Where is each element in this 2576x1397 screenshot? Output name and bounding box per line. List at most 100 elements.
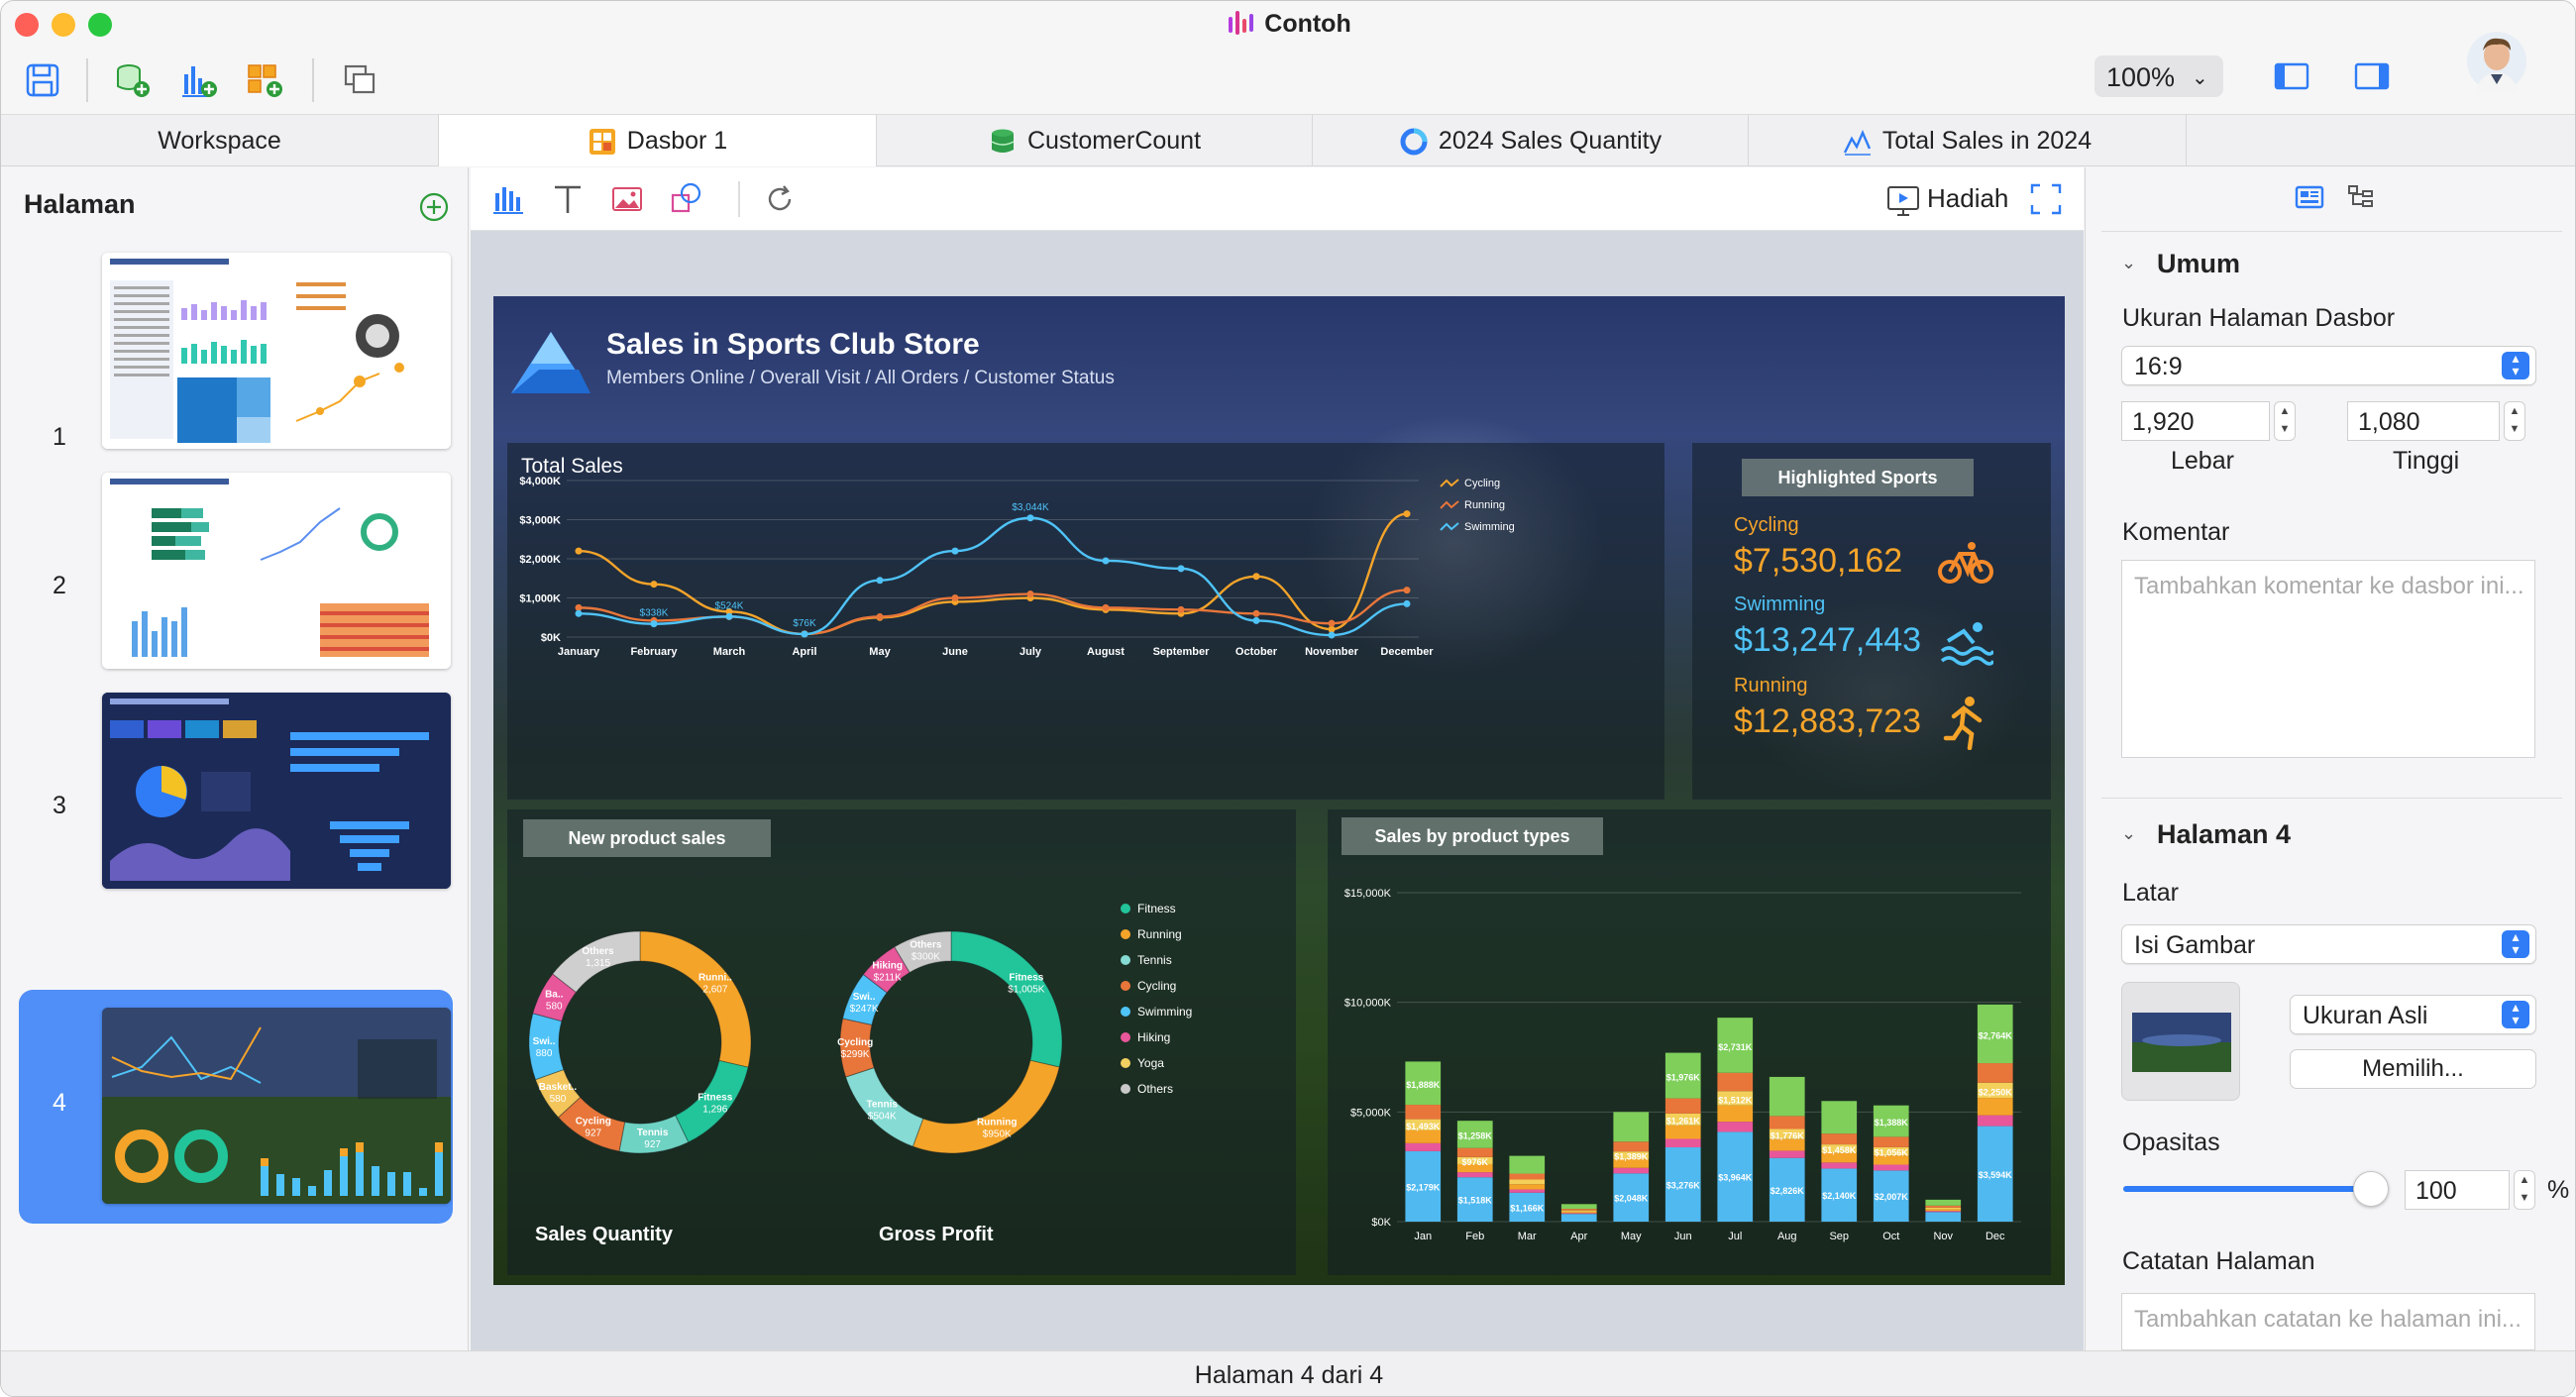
data-point: [575, 603, 583, 611]
x-tick-label: Apr: [1570, 1231, 1587, 1242]
bar-segment: [1821, 1152, 1858, 1163]
insert-shape-icon[interactable]: [669, 181, 704, 217]
tab-customercount[interactable]: CustomerCount: [877, 115, 1313, 166]
legend-swatch: [1121, 981, 1130, 991]
maximize-window-button[interactable]: [88, 13, 112, 37]
dashboard-title: Sales in Sports Club Store: [606, 328, 980, 361]
data-point: [1252, 616, 1260, 624]
save-icon[interactable]: [23, 60, 62, 100]
insert-text-icon[interactable]: [550, 181, 586, 217]
x-tick-label: September: [1153, 646, 1211, 658]
page-size-select[interactable]: 16:9 ▴ ▾: [2121, 346, 2536, 385]
background-select[interactable]: Isi Gambar ▴ ▾: [2121, 924, 2536, 964]
page-number: 1: [53, 423, 66, 451]
chart-title: Total Sales: [521, 455, 623, 478]
dashboard-page[interactable]: Sales in Sports Club Store Members Onlin…: [493, 296, 2065, 1285]
stadium-image: [2132, 1013, 2231, 1072]
slice-label: Tennis: [867, 1099, 899, 1110]
minimize-window-button[interactable]: [52, 13, 75, 37]
close-window-button[interactable]: [15, 13, 39, 37]
present-label[interactable]: Hadiah: [1927, 183, 2009, 213]
donut-icon: [1400, 128, 1428, 156]
bar-segment: [1560, 1204, 1597, 1210]
bar-segment: [1456, 1163, 1493, 1173]
fullscreen-icon[interactable]: [2028, 181, 2064, 217]
x-tick-label: July: [1020, 646, 1042, 658]
bar-segment: [1717, 1091, 1754, 1106]
add-chart-icon[interactable]: [179, 60, 219, 100]
updown-icon: ▴ ▾: [2502, 929, 2529, 958]
toggle-left-panel-icon[interactable]: [2272, 56, 2311, 96]
slice-value: $1,005K: [1008, 985, 1045, 996]
page-thumbnail-2[interactable]: 2: [19, 473, 453, 671]
bar-segment: [1456, 1177, 1493, 1222]
x-tick-label: January: [558, 646, 600, 658]
bar-value-label: $1,258K: [1458, 1130, 1493, 1140]
add-page-icon[interactable]: [418, 191, 450, 223]
page-number: 4: [53, 1089, 66, 1117]
sales-by-product-types-panel[interactable]: Sales by product types $0K $5,000K $10,000…: [1328, 809, 2051, 1275]
add-dashboard-icon[interactable]: [245, 60, 284, 100]
present-icon[interactable]: [1885, 183, 1921, 219]
background-image-preview[interactable]: [2121, 982, 2240, 1101]
user-avatar[interactable]: [2466, 29, 2527, 94]
tab-workspace[interactable]: Workspace: [1, 115, 439, 166]
toggle-right-panel-icon[interactable]: [2352, 56, 2392, 96]
donut-slice: [618, 1115, 690, 1154]
slice-label: Running: [977, 1117, 1018, 1128]
choose-image-button[interactable]: Memilih...: [2290, 1049, 2536, 1089]
tab-2024-sales-quantity[interactable]: 2024 Sales Quantity: [1313, 115, 1749, 166]
legend-swatch: [1121, 1032, 1130, 1042]
notes-label: Catatan Halaman: [2122, 1247, 2315, 1275]
opacity-field[interactable]: 100: [2405, 1170, 2510, 1210]
insert-image-icon[interactable]: [609, 181, 645, 217]
zoom-select[interactable]: 100% ⌄: [2094, 55, 2223, 97]
updown-icon: ▴ ▾: [2502, 351, 2529, 379]
bar-value-label: $976K: [1461, 1157, 1488, 1167]
notes-textarea[interactable]: Tambahkan catatan ke halaman ini...: [2121, 1293, 2535, 1350]
comment-textarea[interactable]: Tambahkan komentar ke dasbor ini...: [2121, 560, 2535, 758]
legend-swatch: [1121, 1058, 1130, 1068]
opacity-slider-thumb[interactable]: [2353, 1171, 2389, 1207]
add-data-icon[interactable]: [112, 60, 152, 100]
tab-dashboard-1[interactable]: Dasbor 1: [439, 115, 877, 166]
page-thumbnail-3[interactable]: 3: [19, 693, 453, 891]
opacity-stepper[interactable]: ▲ ▼: [2514, 1170, 2535, 1210]
series-line-swimming: [578, 516, 1408, 637]
layout-inspector-icon[interactable]: [2294, 181, 2325, 213]
insert-chart-icon[interactable]: [490, 181, 526, 217]
highlighted-sports-panel[interactable]: Highlighted Sports Cycling $7,530,162 Sw…: [1692, 443, 2051, 800]
data-point: [725, 607, 733, 615]
total-sales-panel[interactable]: Total Sales $0K $1,000K $2,000K $3,000K $4,0…: [507, 443, 1664, 800]
swimming-icon: [1940, 622, 1993, 666]
database-icon: [991, 129, 1015, 154]
page-thumbnail-4[interactable]: 4: [19, 990, 453, 1224]
new-product-sales-panel[interactable]: New product sales Runni.. 2,607 Fitness 1,2…: [507, 809, 1296, 1275]
app-logo-icon: [1229, 11, 1254, 35]
duplicate-window-icon[interactable]: [341, 60, 380, 100]
bar-value-label: $3,594K: [1979, 1170, 2013, 1180]
refresh-icon[interactable]: [762, 181, 798, 217]
tab-total-sales-in-2024[interactable]: Total Sales in 2024: [1749, 115, 2187, 166]
y-tick-label: $2,000K: [519, 554, 561, 566]
image-size-select[interactable]: Ukuran Asli ▴ ▾: [2290, 995, 2536, 1034]
legend-label: Tennis: [1137, 953, 1172, 967]
height-field[interactable]: 1,080: [2347, 401, 2500, 441]
opacity-slider-track[interactable]: [2123, 1171, 2389, 1207]
page-2-preview: [102, 473, 451, 669]
page-thumbnail-1[interactable]: 1: [19, 253, 453, 451]
y-tick-label: $4,000K: [519, 476, 561, 487]
structure-inspector-icon[interactable]: [2345, 181, 2377, 213]
bar-segment: [1613, 1151, 1650, 1159]
chevron-down-icon[interactable]: ⌄: [2121, 823, 2137, 843]
width-field[interactable]: 1,920: [2121, 401, 2270, 441]
bar-segment: [1873, 1105, 1909, 1137]
height-stepper[interactable]: ▲ ▼: [2504, 401, 2525, 441]
chevron-down-icon[interactable]: ⌄: [2121, 253, 2137, 272]
width-stepper[interactable]: ▲ ▼: [2274, 401, 2296, 441]
bar-value-label: $1,388K: [1875, 1118, 1909, 1128]
bar-segment: [1456, 1172, 1493, 1178]
legend-swatch: [1121, 1007, 1130, 1017]
donut-slice: [950, 930, 1063, 1068]
pages-sidebar: Halaman 1: [1, 167, 469, 1350]
